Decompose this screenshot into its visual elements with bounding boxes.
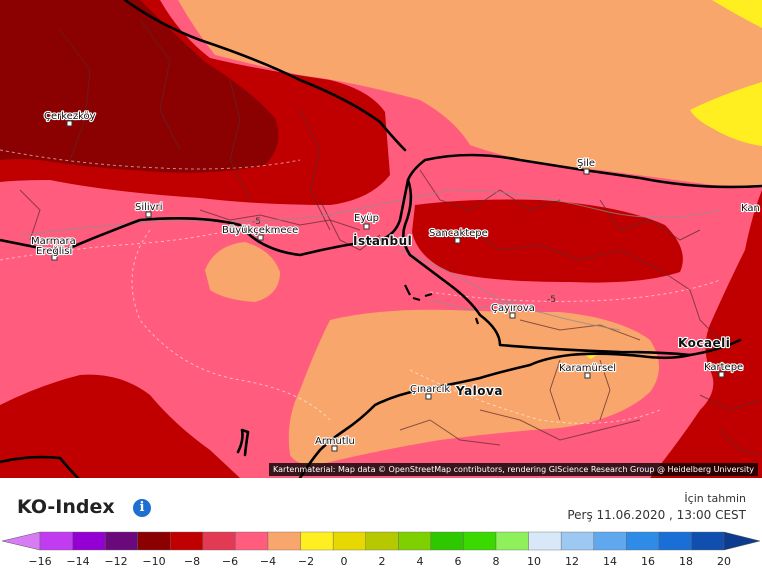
legend-tick-label: −10 [142, 555, 165, 568]
coastline [0, 0, 762, 478]
forecast-time: Perş 11.06.2020 , 13:00 CEST [567, 508, 746, 522]
legend-cell [593, 531, 627, 551]
legend-tick-label: −2 [298, 555, 314, 568]
place-marker [718, 371, 725, 378]
index-title: KO-Index [17, 496, 115, 518]
legend-cell [72, 531, 106, 551]
place-label-kartepe: Kartepe [704, 362, 743, 373]
legend-tick-label: −4 [260, 555, 276, 568]
place-marker [331, 445, 338, 452]
place-label-kocaeli: Kocaeli [678, 336, 730, 350]
legend-tick-label: 10 [527, 555, 541, 568]
legend-tick-label: 20 [717, 555, 731, 568]
info-icon[interactable]: i [133, 499, 151, 517]
yellow-zone-right [690, 82, 762, 146]
place-marker [583, 168, 590, 175]
contour-label: -5 [252, 217, 261, 227]
place-label-sile: Şile [577, 158, 595, 169]
legend-tick-label: 4 [417, 555, 424, 568]
place-marker [454, 237, 461, 244]
contour-label: -5 [547, 295, 556, 305]
legend-cell [267, 531, 301, 551]
place-markers [51, 120, 725, 452]
place-label-armutlu: Armutlu [315, 436, 355, 447]
legend-tick-label: 6 [455, 555, 462, 568]
color-legend: −16 −14 −12 −10 −8 −6 −4 −2 0 2 4 6 8 10 12 14 16 18 20 [1, 531, 761, 568]
legend-tick-label: 8 [493, 555, 500, 568]
legend-tick-label: 0 [341, 555, 348, 568]
legend-tick-label: 12 [565, 555, 579, 568]
legend-cell [39, 531, 73, 551]
place-label-sancaktepe: Sancaktepe [429, 228, 488, 239]
legend-arrow-high [723, 531, 761, 551]
legend-cell [691, 531, 725, 551]
legend-cell [170, 531, 204, 551]
place-label-karamursel: Karamürsel [559, 363, 616, 374]
place-marker [509, 312, 516, 319]
place-label-silivri: Silivri [135, 202, 163, 213]
contour-line [409, 369, 661, 424]
legend-tick-label: −16 [28, 555, 51, 568]
legend-panel: KO-Index i İçin tahmin Perş 11.06.2020 ,… [0, 478, 762, 573]
legend-cell [332, 531, 366, 551]
dark-red-zone-southwest [0, 374, 240, 478]
place-marker [51, 254, 58, 261]
place-marker [145, 211, 152, 218]
legend-cell [430, 531, 464, 551]
place-label-cerkezkoy: Çerkezköy [44, 111, 96, 122]
forecast-label: İçin tahmin [684, 492, 746, 505]
legend-cell [560, 531, 594, 551]
place-label-marmara: Marmara [31, 236, 76, 247]
map-attribution: Kartenmaterial: Map data © OpenStreetMap… [268, 463, 758, 476]
place-label-yalova: Yalova [455, 384, 503, 398]
place-label-eyup: Eyüp [354, 213, 379, 224]
legend-cell [495, 531, 529, 551]
legend-cell [528, 531, 562, 551]
contour-line [0, 149, 301, 170]
place-label-kan: Kan [741, 203, 760, 214]
road-lines [19, 189, 721, 331]
legend-cell [658, 531, 692, 551]
legend-cell [202, 531, 236, 551]
dark-red-zone-east [650, 190, 762, 478]
place-marker [66, 120, 73, 127]
princes-islands [404, 284, 480, 325]
legend-tick-label: 18 [679, 555, 693, 568]
legend-cell [463, 531, 497, 551]
legend-tick-label: −8 [184, 555, 200, 568]
place-marker [584, 372, 591, 379]
place-marker [257, 234, 264, 241]
orange-zone-buyukcekmece [205, 242, 280, 302]
contour-line [0, 224, 251, 261]
place-label-cayirova: Çayırova [491, 303, 535, 314]
ko-index-map: -5 -5 [0, 0, 762, 478]
legend-cell [626, 531, 660, 551]
dark-red-zone-sancaktepe [412, 199, 683, 283]
place-marker [363, 223, 370, 230]
place-label-eregli: Ereğlisi [36, 245, 72, 257]
legend-tick-label: −12 [104, 555, 127, 568]
legend-tick-label: 16 [641, 555, 655, 568]
legend-cell [104, 531, 138, 551]
legend-tick-label: 14 [603, 555, 617, 568]
legend-tick-label: 2 [379, 555, 386, 568]
place-label-buyukcekmece: Büyükçekmece [222, 225, 298, 236]
place-label-cinarcik: Çınarcık [410, 384, 450, 395]
yellow-zone-top [712, 0, 762, 28]
legend-cell [137, 531, 171, 551]
map-view[interactable]: -5 -5 [0, 0, 762, 478]
legend-cell [398, 531, 432, 551]
legend-cell [300, 531, 334, 551]
place-marker [425, 393, 432, 400]
legend-arrow-low [1, 531, 41, 551]
legend-tick-label: −14 [66, 555, 89, 568]
legend-tick-label: −6 [222, 555, 238, 568]
legend-cell [365, 531, 399, 551]
place-label-istanbul: İstanbul [353, 233, 412, 248]
legend-cell [235, 531, 269, 551]
